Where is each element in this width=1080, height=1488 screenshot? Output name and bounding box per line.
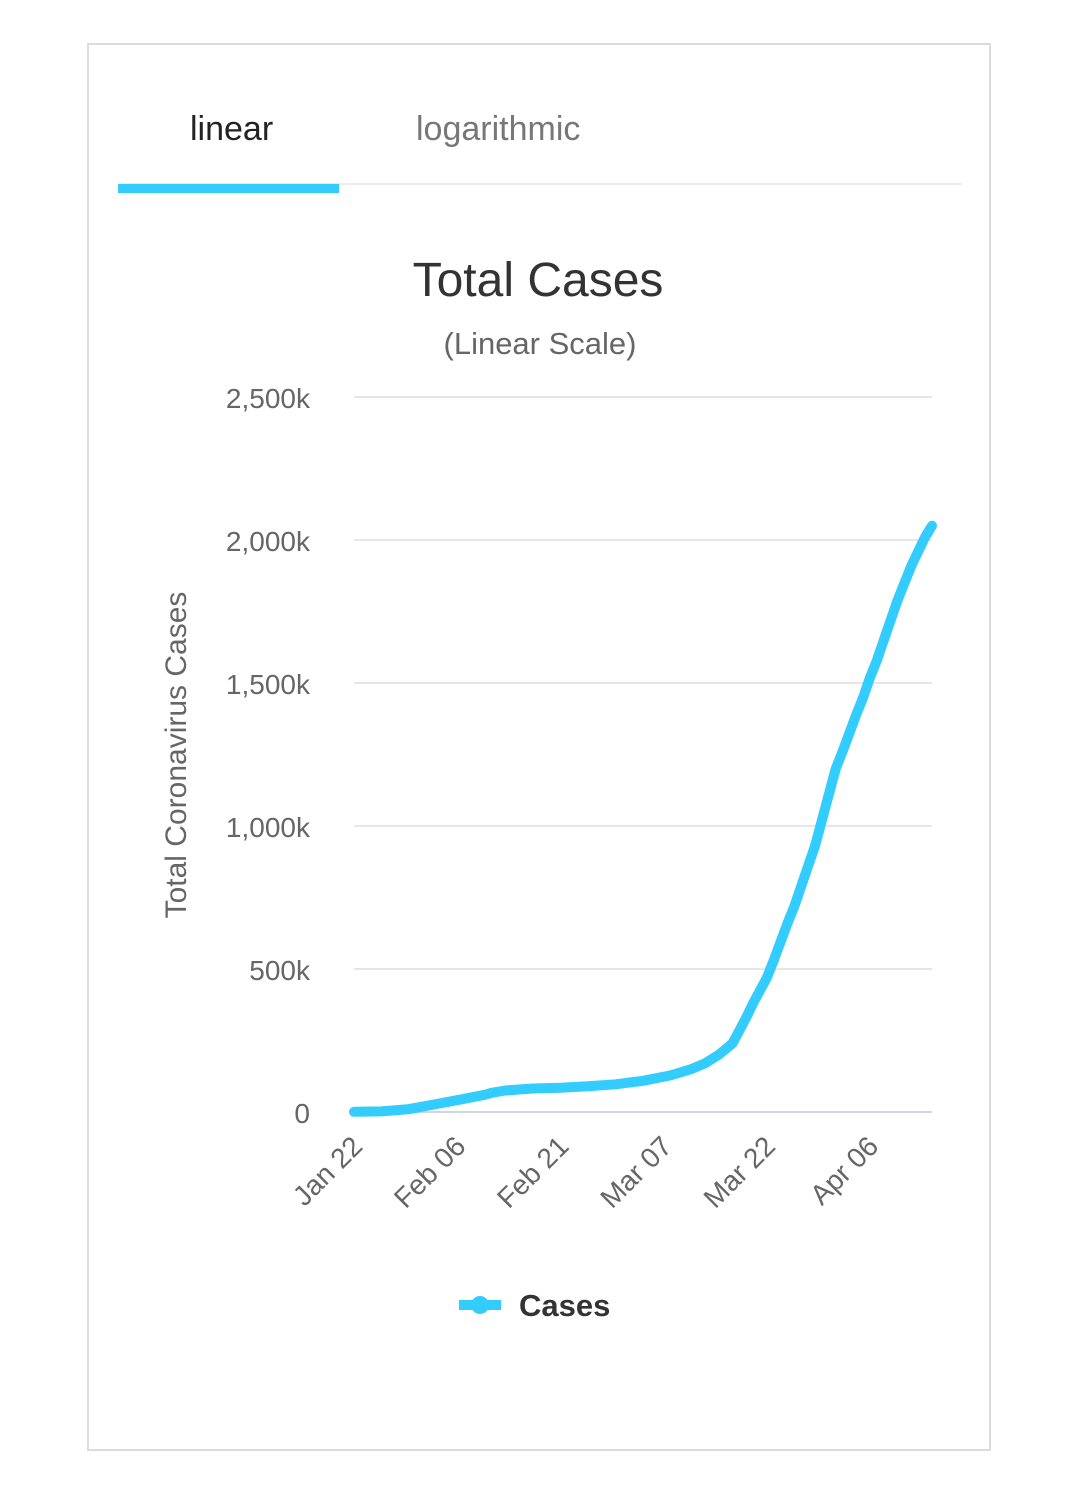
x-tick-label: Mar 22 [698,1130,782,1214]
grid-lines [354,396,932,1113]
tab-linear[interactable]: linear [190,110,274,148]
series-group [349,520,937,1117]
x-axis-ticks: Jan 22 Feb 06 Feb 21 Mar 07 Mar 22 Apr 06 [287,1130,884,1214]
tabs-divider [118,183,962,185]
y-tick-label: 0 [294,1098,310,1129]
active-tab-indicator [118,184,339,193]
chart-title: Total Cases [413,254,664,307]
legend-symbol-marker [471,1296,489,1314]
x-tick-label: Apr 06 [804,1130,884,1210]
x-tick-label: Feb 06 [388,1130,472,1214]
series-line-cases[interactable] [349,520,937,1117]
y-axis-ticks: 0 500k 1,000k 1,500k 2,000k 2,500k [226,383,311,1129]
y-tick-label: 2,500k [226,383,311,414]
chart-subtitle: (Linear Scale) [444,326,637,361]
x-tick-label: Mar 07 [594,1130,678,1214]
y-tick-label: 500k [249,955,311,986]
y-tick-label: 1,000k [226,812,311,843]
scale-tabs: linear logarithmic [118,100,962,195]
legend-label: Cases [519,1288,610,1323]
x-tick-label: Feb 21 [491,1130,575,1214]
legend[interactable]: Cases [459,1288,610,1323]
x-tick-label: Jan 22 [287,1130,368,1211]
y-tick-label: 1,500k [226,669,311,700]
tab-logarithmic[interactable]: logarithmic [416,110,581,148]
y-axis-title: Total Coronavirus Cases [160,592,193,919]
y-tick-label: 2,000k [226,526,311,557]
